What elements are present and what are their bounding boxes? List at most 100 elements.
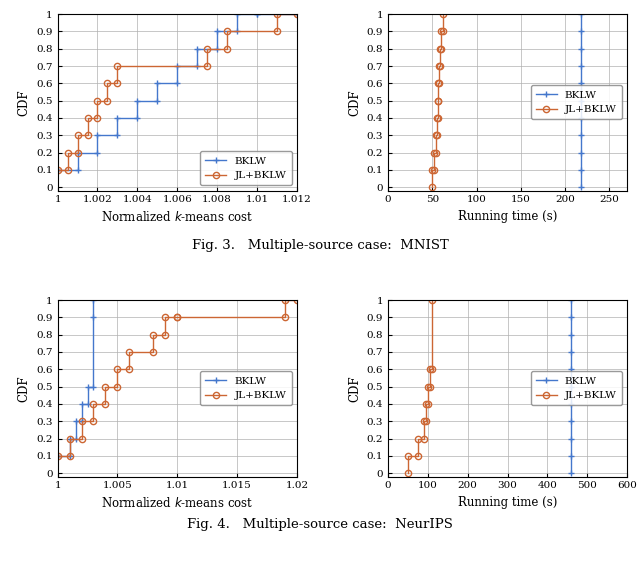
BKLW — [577, 45, 585, 52]
BKLW — [72, 435, 79, 442]
BKLW — [577, 149, 585, 156]
BKLW — [577, 184, 585, 191]
JL+BKLW — [293, 11, 301, 17]
BKLW — [577, 132, 585, 139]
JL+BKLW — [414, 452, 422, 459]
JL+BKLW — [104, 97, 111, 104]
JL+BKLW — [223, 28, 231, 35]
Text: Fig. 3.   Multiple-source case:  MNIST: Fig. 3. Multiple-source case: MNIST — [191, 239, 449, 252]
BKLW — [577, 114, 585, 121]
BKLW — [54, 166, 61, 173]
JL+BKLW — [113, 383, 121, 390]
JL+BKLW — [64, 149, 72, 156]
JL+BKLW — [414, 435, 422, 442]
BKLW — [577, 166, 585, 173]
JL+BKLW — [428, 184, 436, 191]
JL+BKLW — [435, 97, 442, 104]
JL+BKLW — [113, 63, 121, 69]
JL+BKLW — [74, 149, 81, 156]
JL+BKLW — [428, 366, 436, 373]
Legend: BKLW, JL+BKLW: BKLW, JL+BKLW — [531, 85, 622, 120]
BKLW — [568, 383, 575, 390]
BKLW — [568, 452, 575, 459]
JL+BKLW — [173, 314, 181, 321]
Line: JL+BKLW: JL+BKLW — [54, 11, 300, 173]
Line: BKLW: BKLW — [54, 297, 97, 459]
JL+BKLW — [150, 349, 157, 355]
JL+BKLW — [273, 28, 281, 35]
JL+BKLW — [293, 297, 301, 303]
JL+BKLW — [439, 11, 447, 17]
BKLW — [213, 28, 221, 35]
JL+BKLW — [430, 166, 438, 173]
BKLW — [66, 435, 74, 442]
BKLW — [84, 383, 92, 390]
JL+BKLW — [104, 80, 111, 87]
JL+BKLW — [433, 114, 440, 121]
Line: JL+BKLW: JL+BKLW — [429, 11, 446, 190]
BKLW — [577, 63, 585, 69]
BKLW — [154, 97, 161, 104]
BKLW — [93, 149, 101, 156]
JL+BKLW — [66, 435, 74, 442]
JL+BKLW — [125, 349, 133, 355]
BKLW — [154, 80, 161, 87]
Y-axis label: CDF: CDF — [18, 375, 31, 402]
JL+BKLW — [93, 114, 101, 121]
Line: JL+BKLW: JL+BKLW — [404, 297, 435, 476]
BKLW — [253, 11, 261, 17]
BKLW — [173, 63, 181, 69]
BKLW — [134, 114, 141, 121]
JL+BKLW — [428, 297, 436, 303]
JL+BKLW — [420, 435, 428, 442]
JL+BKLW — [223, 45, 231, 52]
JL+BKLW — [404, 470, 412, 477]
JL+BKLW — [54, 452, 61, 459]
JL+BKLW — [77, 418, 85, 425]
Legend: BKLW, JL+BKLW: BKLW, JL+BKLW — [200, 151, 292, 186]
X-axis label: Running time (s): Running time (s) — [458, 496, 557, 509]
Y-axis label: CDF: CDF — [348, 89, 361, 116]
Line: BKLW: BKLW — [568, 297, 575, 476]
Line: BKLW: BKLW — [578, 11, 584, 190]
JL+BKLW — [204, 63, 211, 69]
JL+BKLW — [102, 400, 109, 407]
BKLW — [173, 80, 181, 87]
JL+BKLW — [437, 45, 445, 52]
JL+BKLW — [426, 383, 433, 390]
BKLW — [568, 314, 575, 321]
X-axis label: Normalized $k$-means cost: Normalized $k$-means cost — [101, 496, 253, 510]
JL+BKLW — [435, 80, 442, 87]
JL+BKLW — [84, 114, 92, 121]
BKLW — [577, 11, 585, 17]
JL+BKLW — [432, 149, 440, 156]
Line: BKLW: BKLW — [54, 11, 300, 173]
BKLW — [193, 45, 201, 52]
BKLW — [74, 166, 81, 173]
Y-axis label: CDF: CDF — [348, 375, 361, 402]
BKLW — [577, 80, 585, 87]
JL+BKLW — [77, 435, 85, 442]
BKLW — [568, 400, 575, 407]
BKLW — [577, 28, 585, 35]
BKLW — [568, 297, 575, 303]
JL+BKLW — [64, 166, 72, 173]
BKLW — [193, 63, 201, 69]
Line: JL+BKLW: JL+BKLW — [54, 297, 300, 459]
JL+BKLW — [404, 452, 412, 459]
JL+BKLW — [435, 80, 443, 87]
JL+BKLW — [173, 314, 181, 321]
JL+BKLW — [422, 400, 429, 407]
BKLW — [577, 97, 585, 104]
BKLW — [568, 366, 575, 373]
BKLW — [90, 297, 97, 303]
JL+BKLW — [113, 80, 121, 87]
JL+BKLW — [161, 331, 169, 338]
BKLW — [74, 149, 81, 156]
JL+BKLW — [430, 149, 438, 156]
JL+BKLW — [161, 314, 169, 321]
X-axis label: Running time (s): Running time (s) — [458, 210, 557, 223]
JL+BKLW — [273, 11, 281, 17]
BKLW — [93, 132, 101, 139]
BKLW — [113, 132, 121, 139]
